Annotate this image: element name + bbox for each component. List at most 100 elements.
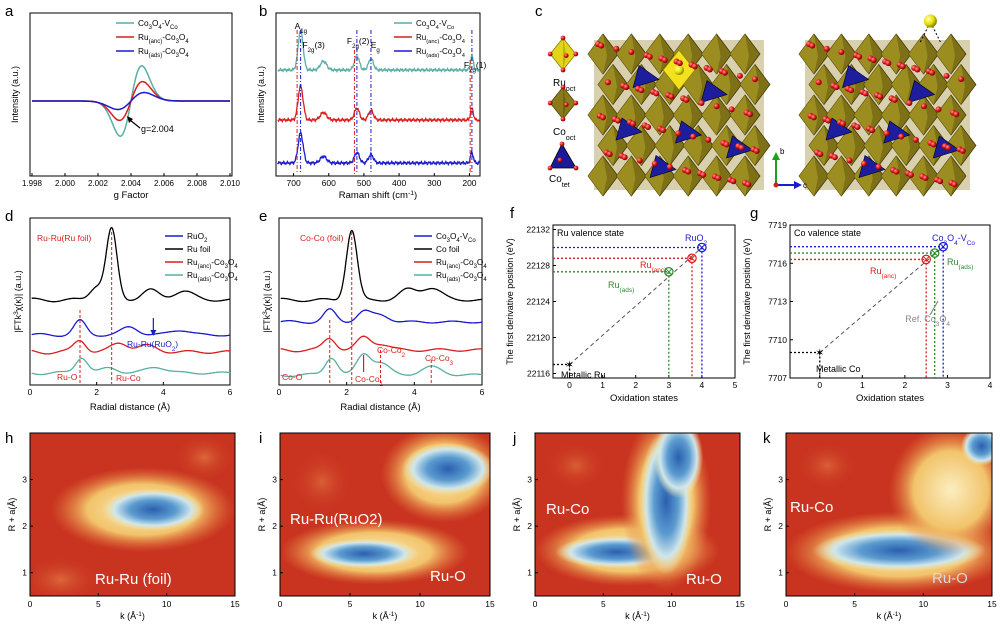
legend-label: Ru(ads)-Co3O4 xyxy=(416,47,466,59)
x-axis-label: k (Å-1) xyxy=(373,611,398,622)
oxygen-atom xyxy=(862,90,869,97)
oxygen-atom xyxy=(660,127,667,134)
octahedron-face xyxy=(936,95,955,135)
x-tick-label: 0 xyxy=(28,387,33,397)
heatmap-blob xyxy=(796,441,859,491)
x-tick-label: 5 xyxy=(96,599,101,609)
x-tick-label: 2 xyxy=(903,380,908,390)
oxygen-atom xyxy=(730,178,737,185)
oxygen-atom xyxy=(914,66,921,73)
co-tetrahedron xyxy=(842,65,870,88)
oxygen-atom xyxy=(638,87,645,94)
y-tick-label: 22120 xyxy=(526,333,550,343)
x-tick-label: 2.000 xyxy=(55,179,76,188)
oxygen-atom xyxy=(685,168,692,175)
axis-a-dot xyxy=(773,182,779,188)
x-tick-label: 500 xyxy=(357,178,371,188)
octahedron-face xyxy=(799,156,818,196)
panel-letter: d xyxy=(5,208,13,225)
x-tick-label: 0 xyxy=(784,599,789,609)
panel-letter: e xyxy=(259,208,267,225)
oxygen-atom xyxy=(831,154,838,161)
oxygen-atom xyxy=(833,84,840,91)
oxygen-atom xyxy=(646,53,653,60)
y-axis-label: Intensity (a.u.) xyxy=(256,66,266,123)
annotation-arrow xyxy=(929,300,939,316)
data-point xyxy=(664,266,674,277)
oxygen-atom xyxy=(943,72,950,79)
octahedron-face xyxy=(863,125,883,166)
oxygen-atom xyxy=(753,147,760,154)
x-axis-label: Oxidation states xyxy=(856,393,924,404)
octahedron-face xyxy=(711,125,731,166)
y-axis-label: Intensity (a.u.) xyxy=(10,66,20,123)
y-tick-label: 7719 xyxy=(768,220,787,230)
oxygen-atom xyxy=(869,127,876,134)
oxygen-atom xyxy=(930,141,937,148)
x-tick-label: 6 xyxy=(228,387,233,397)
oxygen-atom xyxy=(870,56,877,63)
oxygen-atom xyxy=(606,151,613,158)
heatmap-blob xyxy=(101,488,205,531)
series-line xyxy=(277,84,480,124)
octahedron-face xyxy=(881,34,901,74)
octahedron-face xyxy=(826,156,846,196)
y-tick-label: 2 xyxy=(22,521,27,531)
point-label: Ru(ads) xyxy=(608,280,634,294)
oxygen-atom xyxy=(815,79,822,86)
octahedron-face xyxy=(946,125,965,166)
panel-letter: b xyxy=(259,3,267,20)
heatmap-blob xyxy=(545,441,607,491)
data-point xyxy=(929,248,940,258)
x-tick-label: 700 xyxy=(286,178,300,188)
oxygen-atom xyxy=(825,117,832,124)
plot-frame xyxy=(785,432,993,597)
panel-i: i 0 5 10 15 1 2 3 k (Å-1) R + a(Å) Ru-Ru(RuO2) Ru-O xyxy=(257,430,495,622)
panel-title: Ru valence state xyxy=(557,228,624,238)
octahedron-face xyxy=(936,34,955,74)
x-tick-label: 0 xyxy=(567,380,572,390)
annotation-label: Co-Co1 xyxy=(355,374,384,388)
oxygen-atom xyxy=(935,106,942,113)
arrowhead xyxy=(772,152,780,160)
y-tick-label: 3 xyxy=(22,475,27,485)
oxygen-atom xyxy=(698,100,705,107)
oxygen-atom xyxy=(958,76,965,83)
series-line xyxy=(277,28,480,73)
heatmap xyxy=(280,433,490,596)
co-tetrahedron-icon xyxy=(549,143,577,169)
oxygen-atom xyxy=(848,87,855,94)
y-axis-label: R + a(Å) xyxy=(257,498,267,532)
panel-letter: f xyxy=(510,205,515,222)
x-tick-label: 3 xyxy=(945,380,950,390)
series-line xyxy=(31,339,230,355)
octahedron-face xyxy=(826,34,846,74)
x-tick-label: 300 xyxy=(427,178,441,188)
oxygen-atom xyxy=(700,171,707,178)
co-tetrahedron xyxy=(700,80,728,103)
octahedron-face xyxy=(701,156,721,196)
octahedron-face xyxy=(908,34,928,74)
oxygen-atom xyxy=(715,175,722,182)
oxygen-atom xyxy=(706,66,713,73)
oxygen-atom xyxy=(885,60,892,67)
octahedron-face xyxy=(588,156,607,196)
oxygen-atom xyxy=(856,53,863,60)
annotation-label: Co-O xyxy=(282,372,303,382)
panel-d: d 0 2 4 6 Radial distance (Å) |FTk3χ(κ)| (a.u.… xyxy=(5,208,238,413)
heatmap xyxy=(786,433,992,596)
legend-label: RuO2 xyxy=(187,231,208,244)
panel-letter: i xyxy=(259,430,262,447)
annotation-label: Co-Co2 xyxy=(377,345,406,359)
octahedron-face xyxy=(908,156,928,196)
point-label: Metallic Ru xyxy=(561,370,606,380)
y-tick-label: 22116 xyxy=(527,369,550,379)
oxygen-atom xyxy=(653,90,660,97)
oxygen-atom xyxy=(666,163,673,170)
y-tick-label: 7713 xyxy=(768,297,787,307)
x-axis-label: Raman shift (cm-1) xyxy=(339,190,417,202)
x-tick-label: 4 xyxy=(988,380,993,390)
heatmap-blob xyxy=(30,555,102,596)
axis-label: c xyxy=(803,181,807,190)
x-tick-label: 15 xyxy=(230,599,240,609)
